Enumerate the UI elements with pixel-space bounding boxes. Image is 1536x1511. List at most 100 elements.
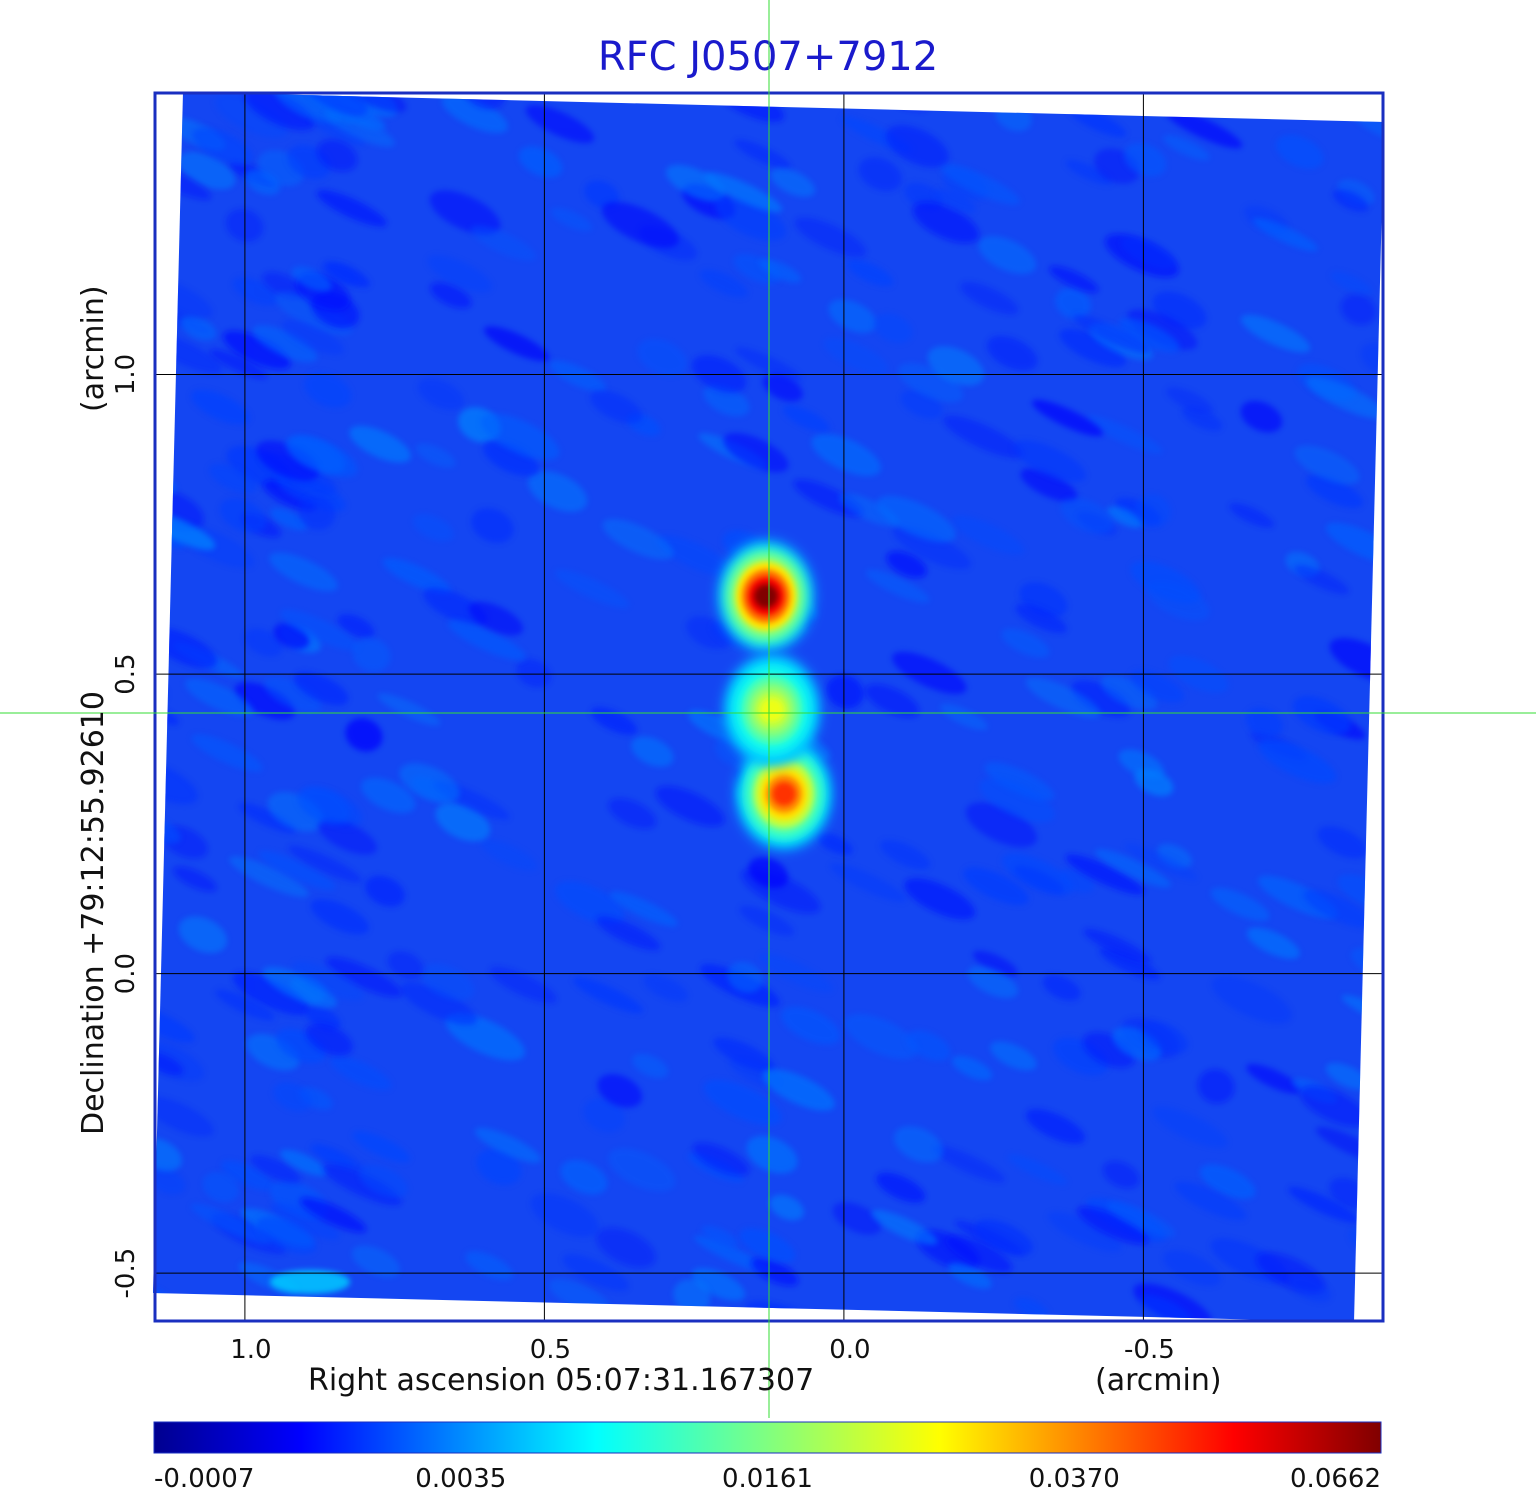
- noise-blob: [1020, 468, 1078, 502]
- noise-blob: [256, 1216, 317, 1255]
- noise-blob: [153, 1167, 186, 1195]
- noise-blob: [153, 1137, 182, 1172]
- noise-blob: [1197, 1069, 1235, 1104]
- noise-blob: [608, 798, 657, 829]
- noise-blob: [893, 1126, 944, 1163]
- noise-blob: [435, 802, 491, 842]
- noise-blob: [701, 1225, 739, 1247]
- noise-blob: [1317, 826, 1368, 859]
- noise-blob: [1032, 399, 1103, 437]
- noise-blob: [1130, 561, 1201, 604]
- noise-blob: [382, 557, 451, 595]
- noise-blob: [244, 92, 315, 131]
- noise-blob: [1065, 159, 1113, 185]
- noise-blob: [1325, 1062, 1370, 1090]
- noise-blob: [673, 1279, 711, 1313]
- noise-blob: [1163, 1250, 1221, 1286]
- noise-blob: [258, 850, 336, 890]
- noise-blob: [191, 389, 250, 425]
- noise-blob: [476, 1148, 522, 1185]
- x-tick-label: -0.5: [1124, 1335, 1175, 1365]
- noise-blob: [703, 384, 750, 417]
- noise-blob: [178, 916, 228, 954]
- noise-blob: [847, 259, 894, 287]
- noise-blob: [748, 857, 789, 889]
- noise-blob: [518, 146, 563, 178]
- noise-blob: [965, 802, 1038, 848]
- noise-blob: [1095, 849, 1171, 888]
- noise-blob: [770, 168, 816, 197]
- noise-blob: [1240, 400, 1283, 433]
- noise-blob: [270, 508, 308, 531]
- noise-blob: [310, 899, 369, 935]
- noise-blob: [759, 953, 834, 993]
- noise-blob: [631, 736, 674, 767]
- noise-blob: [1001, 628, 1050, 658]
- noise-blob: [288, 845, 362, 883]
- noise-blob: [244, 169, 281, 195]
- x-tick-label: 0.5: [530, 1335, 571, 1365]
- noise-blob: [713, 1037, 775, 1072]
- noise-blob: [291, 266, 332, 292]
- noise-blob: [309, 1144, 354, 1169]
- noise-blob: [324, 109, 395, 147]
- noise-blob: [417, 378, 464, 411]
- noise-blob: [793, 479, 864, 517]
- noise-blob: [838, 493, 900, 527]
- y-axis-label: Declination +79:12:55.92610: [76, 691, 111, 1135]
- noise-blob: [975, 1219, 1033, 1256]
- noise-blob: [310, 117, 366, 146]
- noise-blob: [829, 863, 907, 902]
- noise-blob: [1294, 565, 1349, 595]
- noise-blob: [826, 674, 864, 709]
- edge-artifact: [270, 1270, 350, 1294]
- noise-blob: [1077, 1206, 1149, 1245]
- noise-blob: [468, 601, 523, 636]
- noise-blob: [880, 839, 931, 870]
- noise-blob: [1007, 1154, 1068, 1185]
- noise-blob: [264, 676, 322, 713]
- noise-blob: [1211, 976, 1292, 1024]
- y-axis-unit: (arcmin): [76, 285, 111, 412]
- noise-blob: [1275, 134, 1324, 169]
- noise-blob: [400, 982, 477, 1025]
- noise-blob: [330, 1056, 392, 1090]
- noise-blob: [1288, 1186, 1360, 1224]
- noise-blob: [865, 684, 920, 718]
- noise-blob: [1288, 1274, 1331, 1302]
- source-blob: [724, 654, 820, 766]
- noise-blob: [250, 1155, 301, 1184]
- noise-blob: [1042, 974, 1081, 1001]
- noise-blob: [337, 614, 375, 638]
- noise-blob: [1166, 387, 1213, 414]
- noise-blob: [280, 609, 360, 651]
- noise-blob: [1025, 1109, 1086, 1144]
- noise-blob: [892, 526, 971, 570]
- colorbar: [153, 1421, 1382, 1454]
- x-tick-label: 1.0: [230, 1335, 271, 1365]
- noise-blob: [352, 637, 391, 672]
- noise-blob: [873, 313, 913, 343]
- noise-blob: [273, 1082, 312, 1112]
- noise-blob: [898, 362, 964, 403]
- noise-blob: [655, 786, 725, 827]
- source-level: [760, 698, 784, 722]
- noise-blob: [256, 440, 320, 481]
- noise-blob: [238, 803, 297, 834]
- noise-blob: [1246, 1063, 1302, 1094]
- noise-blob: [1142, 1021, 1189, 1054]
- colorbar-tick-label: 0.0370: [1029, 1464, 1120, 1494]
- noise-blob: [739, 1228, 796, 1263]
- noise-blob: [489, 966, 557, 1004]
- noise-blob: [412, 513, 454, 542]
- noise-blob: [430, 282, 472, 309]
- noise-blob: [173, 866, 217, 892]
- noise-blob: [305, 1023, 353, 1056]
- noise-blob: [596, 916, 661, 951]
- noise-blob: [943, 415, 1023, 458]
- y-tick-labels: 1.0 0.5 0.0 -0.5: [111, 354, 141, 1299]
- noise-blob: [590, 390, 643, 424]
- noise-blob: [345, 718, 383, 752]
- noise-blob: [1305, 474, 1363, 508]
- noise-blob: [184, 678, 254, 717]
